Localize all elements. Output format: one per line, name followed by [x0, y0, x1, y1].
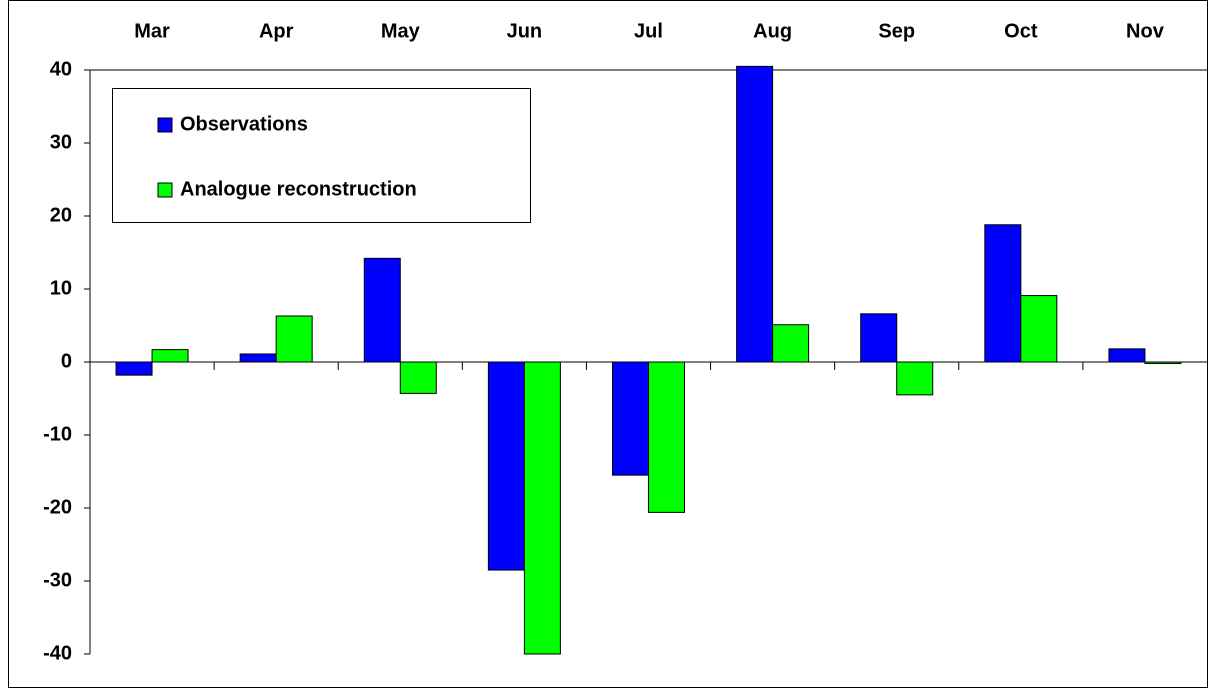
- x-tick-label: Sep: [878, 20, 915, 42]
- x-tick-label: Oct: [1004, 20, 1038, 42]
- x-tick-label: Aug: [753, 20, 792, 42]
- bar: [523, 361, 561, 655]
- bar: [151, 349, 189, 363]
- x-tick-label: Mar: [134, 20, 170, 42]
- bar: [487, 361, 525, 571]
- x-tick-label: Apr: [259, 20, 294, 42]
- bar: [1108, 348, 1146, 363]
- legend-label: Analogue reconstruction: [180, 178, 417, 200]
- y-tick-label: 10: [50, 277, 72, 299]
- bar: [1020, 295, 1058, 363]
- x-tick-label: Jun: [507, 20, 543, 42]
- y-tick-label: -30: [43, 569, 72, 591]
- bar: [648, 361, 685, 513]
- y-tick-label: 0: [61, 350, 72, 372]
- bar: [399, 361, 437, 394]
- bar: [239, 353, 277, 363]
- y-tick-label: 40: [50, 58, 72, 80]
- bar: [772, 324, 810, 363]
- bar: [275, 315, 313, 363]
- bar: [896, 361, 934, 396]
- y-tick-label: 20: [50, 204, 72, 226]
- y-tick-label: -10: [43, 423, 72, 445]
- bar: [736, 65, 774, 363]
- bar: [860, 313, 898, 363]
- bar: [363, 257, 401, 363]
- y-tick-label: -20: [43, 496, 72, 518]
- y-tick-label: -40: [43, 642, 72, 664]
- x-tick-label: Jul: [634, 20, 663, 42]
- bar: [984, 224, 1022, 363]
- legend-swatch: [157, 182, 173, 198]
- legend-box: [112, 88, 531, 223]
- legend-swatch: [157, 117, 173, 133]
- y-tick-label: 30: [50, 131, 72, 153]
- bar: [115, 361, 153, 376]
- x-tick-label: May: [381, 20, 421, 42]
- legend-label: Observations: [180, 113, 308, 135]
- bar: [612, 361, 649, 476]
- x-tick-label: Nov: [1126, 20, 1165, 42]
